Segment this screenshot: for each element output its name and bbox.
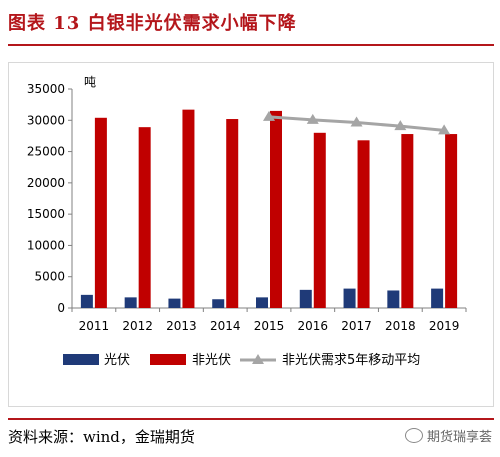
x-tick-label: 2016 [298,319,329,333]
watermark: 期货瑞享荟 [404,426,492,445]
legend-marker-moving-average [252,354,264,364]
wechat-icon [404,428,423,443]
y-tick-label: 25000 [27,145,65,159]
x-tick-label: 2015 [254,319,285,333]
bar-non-solar [182,109,195,308]
bar-non-solar [270,110,282,309]
x-tick-label: 2014 [210,319,241,333]
marker-moving-average [394,120,407,131]
y-tick-label: 30000 [27,113,65,127]
marker-moving-average [438,124,451,135]
title-divider [8,44,494,46]
bar-solar [80,294,93,308]
bar-solar [168,298,181,308]
x-tick-label: 2013 [166,319,197,333]
legend-label-solar: 光伏 [104,353,130,368]
bar-non-solar [94,117,107,308]
x-tick-label: 2019 [429,319,460,333]
y-tick-label: 35000 [27,82,65,96]
chart-frame [8,62,494,407]
source-note: 资料来源：wind，金瑞期货 [8,428,195,446]
marker-moving-average [306,113,319,124]
y-tick-label: 15000 [27,207,65,221]
bar-solar [387,290,400,308]
x-tick-label: 2011 [79,319,110,333]
x-tick-label: 2017 [341,319,372,333]
y-tick-label: 5000 [34,270,65,284]
bar-solar [212,299,225,308]
bar-non-solar [313,132,326,308]
y-tick-label: 10000 [27,238,65,252]
bar-solar [299,289,312,308]
watermark-text: 期货瑞享荟 [426,430,492,445]
bar-solar [256,297,268,308]
x-tick-label: 2012 [122,319,153,333]
y-tick-label: 0 [57,301,65,315]
x-tick-label: 2018 [385,319,416,333]
bar-non-solar [226,119,239,308]
bar-solar [431,288,444,308]
legend-label-non-solar: 非光伏 [192,353,231,368]
legend-swatch-solar [63,354,99,365]
bar-non-solar [357,140,370,308]
y-tick-label: 20000 [27,176,65,190]
footer-divider [8,418,494,420]
legend-label-moving-average: 非光伏需求5年移动平均 [282,353,420,368]
marker-moving-average [263,110,275,121]
chart-title: 图表 13 白银非光伏需求小幅下降 [8,13,297,34]
bar-non-solar [138,127,151,308]
y-axis-label: 吨 [84,75,96,89]
legend-swatch-non-solar [150,354,186,365]
bar-non-solar [445,134,458,308]
marker-moving-average [350,116,363,127]
bar-solar [343,288,356,308]
bar-solar [124,297,137,308]
bar-non-solar [401,134,414,308]
